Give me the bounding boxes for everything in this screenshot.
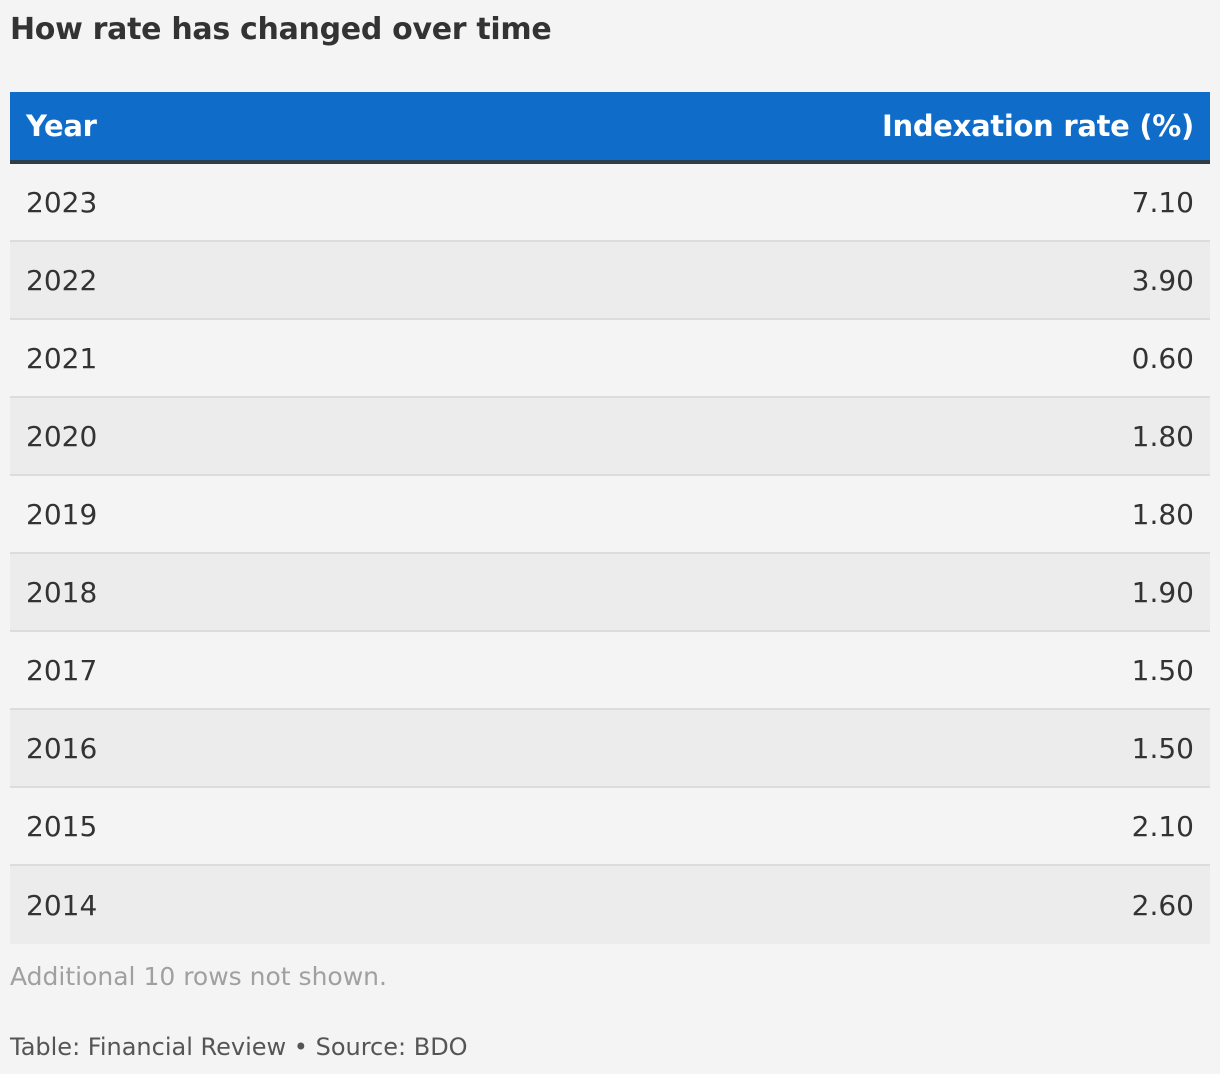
cell-year: 2017 (26, 653, 98, 687)
table-row: 2015 2.10 (10, 788, 1210, 866)
cell-year: 2018 (26, 575, 98, 609)
table-row: 2018 1.90 (10, 554, 1210, 632)
table-header: Year Indexation rate (%) (10, 92, 1210, 164)
table-row: 2022 3.90 (10, 242, 1210, 320)
table-row: 2023 7.10 (10, 164, 1210, 242)
table-body: 2023 7.10 2022 3.90 2021 0.60 2020 1.80 2019 1.80… (10, 164, 1210, 944)
cell-indexation-rate: 2.60 (1131, 888, 1194, 922)
cell-indexation-rate: 1.90 (1131, 575, 1194, 609)
chart-title: How rate has changed over time (10, 12, 552, 47)
cell-indexation-rate: 1.50 (1131, 653, 1194, 687)
cell-indexation-rate: 3.90 (1131, 263, 1194, 297)
cell-indexation-rate: 1.80 (1131, 497, 1194, 531)
table-row: 2014 2.60 (10, 866, 1210, 944)
cell-year: 2015 (26, 809, 98, 843)
table-row: 2017 1.50 (10, 632, 1210, 710)
source-credit: Source: BDO (315, 1033, 468, 1061)
table-credit: Table: Financial Review (10, 1033, 287, 1061)
cell-year: 2020 (26, 419, 98, 453)
cell-indexation-rate: 1.80 (1131, 419, 1194, 453)
cell-indexation-rate: 7.10 (1131, 185, 1194, 219)
cell-indexation-rate: 2.10 (1131, 809, 1194, 843)
column-header-indexation-rate: Indexation rate (%) (882, 109, 1194, 143)
cell-year: 2022 (26, 263, 98, 297)
column-header-year: Year (26, 109, 97, 143)
cell-year: 2023 (26, 185, 98, 219)
bullet-separator: • (293, 1033, 308, 1061)
cell-indexation-rate: 1.50 (1131, 731, 1194, 765)
cell-year: 2019 (26, 497, 98, 531)
cell-year: 2021 (26, 341, 98, 375)
table-row: 2016 1.50 (10, 710, 1210, 788)
cell-year: 2016 (26, 731, 98, 765)
footer-credit: Table: Financial Review • Source: BDO (10, 1033, 468, 1061)
table-row: 2019 1.80 (10, 476, 1210, 554)
table-row: 2020 1.80 (10, 398, 1210, 476)
cell-indexation-rate: 0.60 (1131, 341, 1194, 375)
rows-not-shown-note: Additional 10 rows not shown. (10, 962, 387, 991)
table-row: 2021 0.60 (10, 320, 1210, 398)
data-table: Year Indexation rate (%) 2023 7.10 2022 3.9… (10, 92, 1210, 944)
cell-year: 2014 (26, 888, 98, 922)
